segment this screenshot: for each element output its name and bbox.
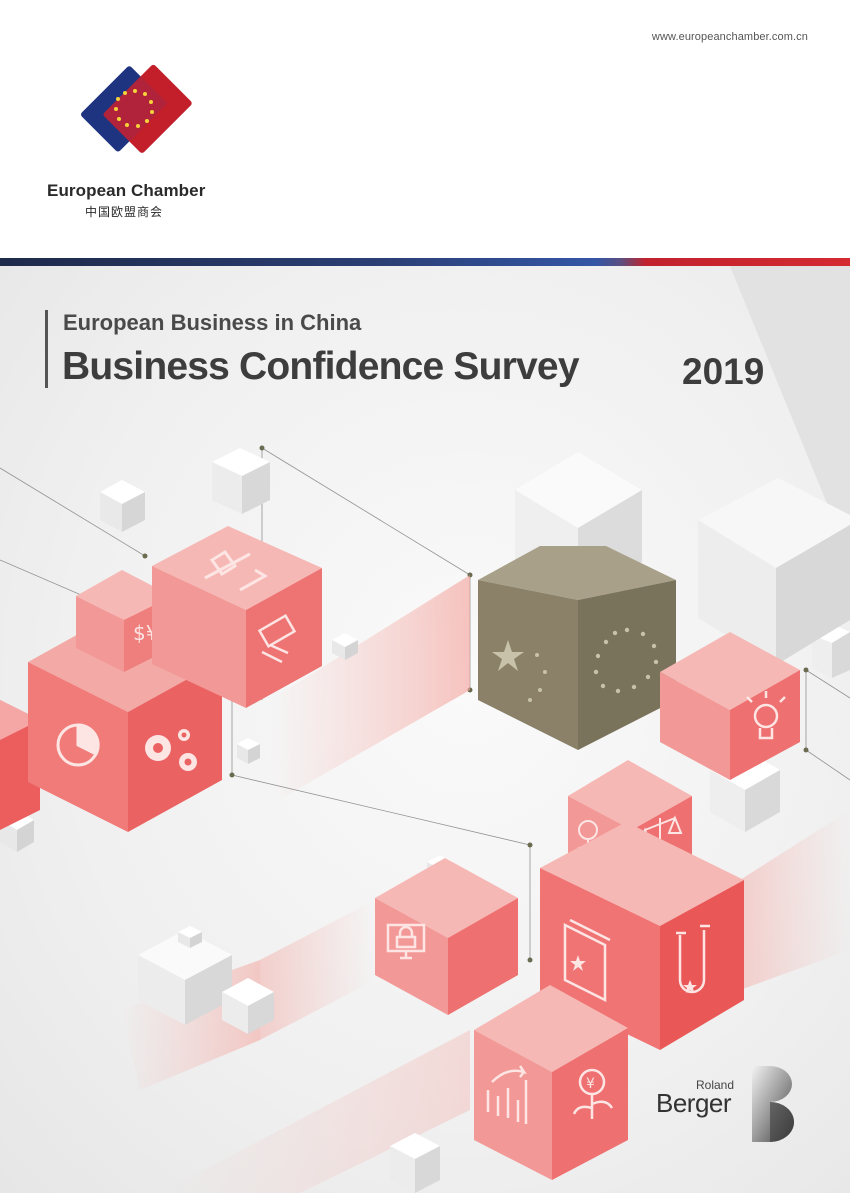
cover-illustration: $¥ SO [0,266,850,1193]
svg-text:¥: ¥ [586,1076,595,1092]
red-cube-lightbulb [660,632,800,780]
title-accent-bar [45,310,48,388]
header-stripe [0,258,850,266]
cover-year: 2019 [682,351,765,392]
microscope-icon [204,549,268,592]
white-cube-3 [332,633,358,660]
gold-cube [478,546,676,750]
white-cube-4 [237,738,260,764]
eu-flag-icon [593,627,659,694]
roland-berger-logo-mark [752,1066,794,1142]
partner-name-line2: Berger [656,1088,732,1118]
red-cube-computer [375,858,518,1015]
china-flag-icon [492,640,547,702]
organization-name: European Chamber [47,181,206,200]
header: www.europeanchamber.com.cn European Cham… [0,0,850,258]
cover-subtitle: European Business in China [63,310,362,335]
partner-name-line1: Roland [696,1078,735,1092]
yuan-plant-icon: ¥ [572,1068,614,1119]
background-diagonal [730,266,850,560]
white-cube-10 [390,1133,440,1193]
white-cube-large-right [698,478,850,665]
cover-title: Business Confidence Survey [62,345,580,388]
red-cube-growth: ¥ [474,985,628,1180]
red-cube-microscope [152,526,322,708]
white-cube-7 [138,930,232,1025]
white-cube-1 [100,480,145,532]
lightbulb-icon [746,691,786,740]
website-url[interactable]: www.europeanchamber.com.cn [651,31,808,43]
gears-icon [145,729,197,771]
white-cube-8 [178,926,202,948]
white-cube-12 [812,624,850,678]
white-cube-9 [222,978,274,1034]
money-exchange-icon [257,613,297,664]
growth-chart-icon [486,1065,528,1124]
pie-chart-icon [56,723,100,767]
test-tube-icon [676,924,710,994]
book-china-icon [563,918,611,1003]
white-cube-2 [212,448,270,514]
organization-name-chinese: 中国欧盟商会 [85,205,164,219]
computer-lock-icon [386,923,426,960]
european-chamber-logo [81,64,192,153]
